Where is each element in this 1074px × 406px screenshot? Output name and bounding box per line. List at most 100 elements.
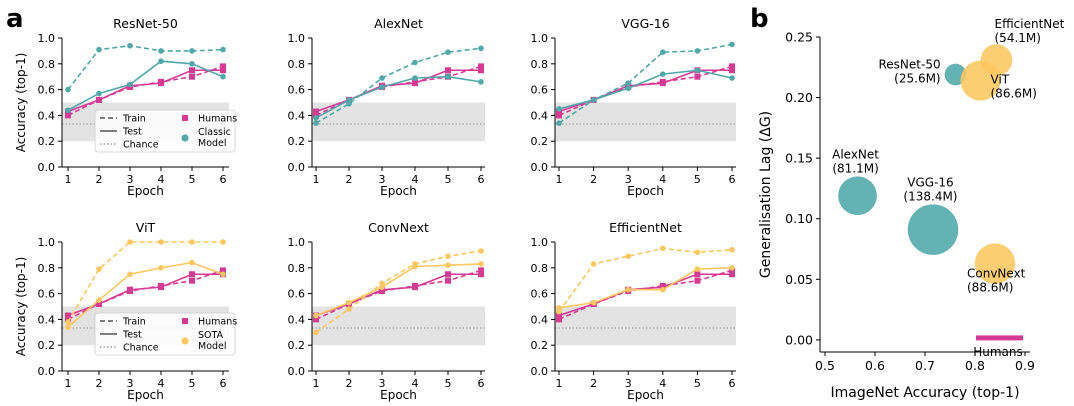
x-axis-label: Epoch [380,388,417,402]
y-tick-label: 0.6 [288,288,306,301]
model-test-point [660,71,666,77]
y-tick-label: 0.6 [288,84,306,97]
humans-train-point [189,73,195,80]
y-tick-label: 1.0 [531,236,549,249]
y-tick-label: 0.8 [38,262,56,275]
x-tick-label: 6 [478,377,485,390]
y-tick-label: 0.6 [38,84,56,97]
model-train-point [412,59,418,66]
x-tick-label: 5 [445,173,452,186]
x-axis-label: ImageNet Accuracy (top-1) [830,385,1019,401]
x-tick-label: 4 [412,377,419,390]
y-tick-label: 0.25 [785,30,813,45]
x-tick-label: 2 [346,173,353,186]
model-test-point [556,304,562,311]
model-test-point [729,75,735,81]
subplot-efficientnet: 0.0 0.2 0.4 0.6 0.8 1.0 1 2 3 4 5 6 EfficientNet Epoc… [531,220,736,402]
model-test-line [558,267,733,309]
legend-train-label: Train [122,114,146,125]
x-tick-label: 1 [556,377,563,390]
model-train-point [729,246,735,253]
humans-train-point [220,63,226,70]
humans-test-line [558,273,732,317]
model-test-point [189,259,195,266]
legend-model-swatch [181,337,189,345]
x-tick-label: 1 [65,377,72,390]
y-tick-label: 0.4 [531,109,549,122]
model-train-point [313,120,319,126]
model-test-point [220,73,226,80]
subplot-convnext: 0.0 0.2 0.4 0.6 0.8 1.0 1 2 3 4 5 6 ConvNext Epoch [288,220,485,402]
y-tick-label: 0.0 [531,161,549,174]
model-train-point [590,261,597,267]
humans-train-point [313,316,319,323]
legend-model-label: SOTA Model [198,330,227,352]
y-tick-label: 0.4 [531,313,549,326]
bubble-label-params: (54.1M) [995,31,1041,45]
model-train-point [660,49,666,55]
x-tick-label: 3 [127,173,134,186]
model-test-point [445,262,451,269]
bubble-label-name: VGG-16 [907,175,953,189]
model-test-point [158,265,164,271]
model-test-point [158,58,164,65]
humans-test-point [220,67,226,74]
y-tick-label: 0.8 [531,262,549,275]
legend-test-label: Test [122,330,142,341]
model-train-point [694,48,701,54]
x-tick-label: 6 [729,377,736,390]
x-tick-label: 5 [189,377,196,390]
subplot-title: VGG-16 [621,16,669,31]
legend-test-label: Test [122,127,142,138]
y-tick-label: 0.2 [38,339,56,352]
model-train-point [556,120,562,126]
model-train-point [346,100,352,107]
model-train-point [65,86,71,93]
x-tick-label: 0.8 [965,358,985,373]
bubble-label-name: AlexNet [832,147,879,161]
subplot-title: AlexNet [374,16,423,31]
legend-box [94,109,236,153]
model-test-point [445,73,451,80]
legend-sota: Train Test Chance Humans SOTA Model [94,312,237,356]
y-tick-label: 0.0 [38,161,56,174]
bubble-label-params: (88.6M) [967,281,1013,295]
x-tick-label: 2 [590,377,597,390]
y-tick-label: 0.2 [531,135,549,148]
humans-test-point [189,67,195,74]
humans-test-line [67,273,223,317]
x-tick-label: 6 [220,377,227,390]
humans-test-point [127,286,133,293]
model-train-point [158,48,164,54]
x-tick-label: 6 [220,173,227,186]
x-tick-label: 2 [96,377,103,390]
model-test-point [189,61,195,67]
model-test-point [590,299,597,306]
bubble-label-name: EfficientNet [995,17,1065,31]
y-tick-label: 0.2 [288,135,306,148]
y-tick-label: 0.4 [288,109,306,122]
x-tick-label: 4 [158,173,165,186]
model-train-point [127,239,133,245]
model-test-point [346,299,352,306]
model-test-point [127,271,133,278]
chance-band [555,306,736,346]
scatter-generalisation-lag: 0.00 0.05 0.10 0.15 0.20 0.25 0.5 0.6 0.7 0.8 0.9 I… [758,17,1065,401]
legend-chance-label: Chance [123,140,159,151]
x-tick-label: 6 [729,173,736,186]
panel-label-b: b [750,4,769,34]
y-tick-label: 0.6 [531,288,549,301]
humans-test-point [65,312,71,319]
subplot-title: EfficientNet [609,220,682,235]
x-tick-label: 1 [65,173,72,186]
humans-train-point [445,277,451,284]
bubble-vgg-16 [907,204,959,255]
x-tick-label: 5 [694,377,701,390]
model-test-point [625,85,631,92]
legend-chance-label: Chance [123,343,159,354]
y-tick-label: 0.10 [785,211,813,226]
y-tick-label: 0.15 [785,151,813,166]
humans-train-point [694,73,701,80]
model-train-point [379,75,385,81]
subplot-resnet-50: 0.0 0.2 0.4 0.6 0.8 1.0 1 2 3 4 5 6 ResNet-50 Epoch Ac… [14,16,229,198]
